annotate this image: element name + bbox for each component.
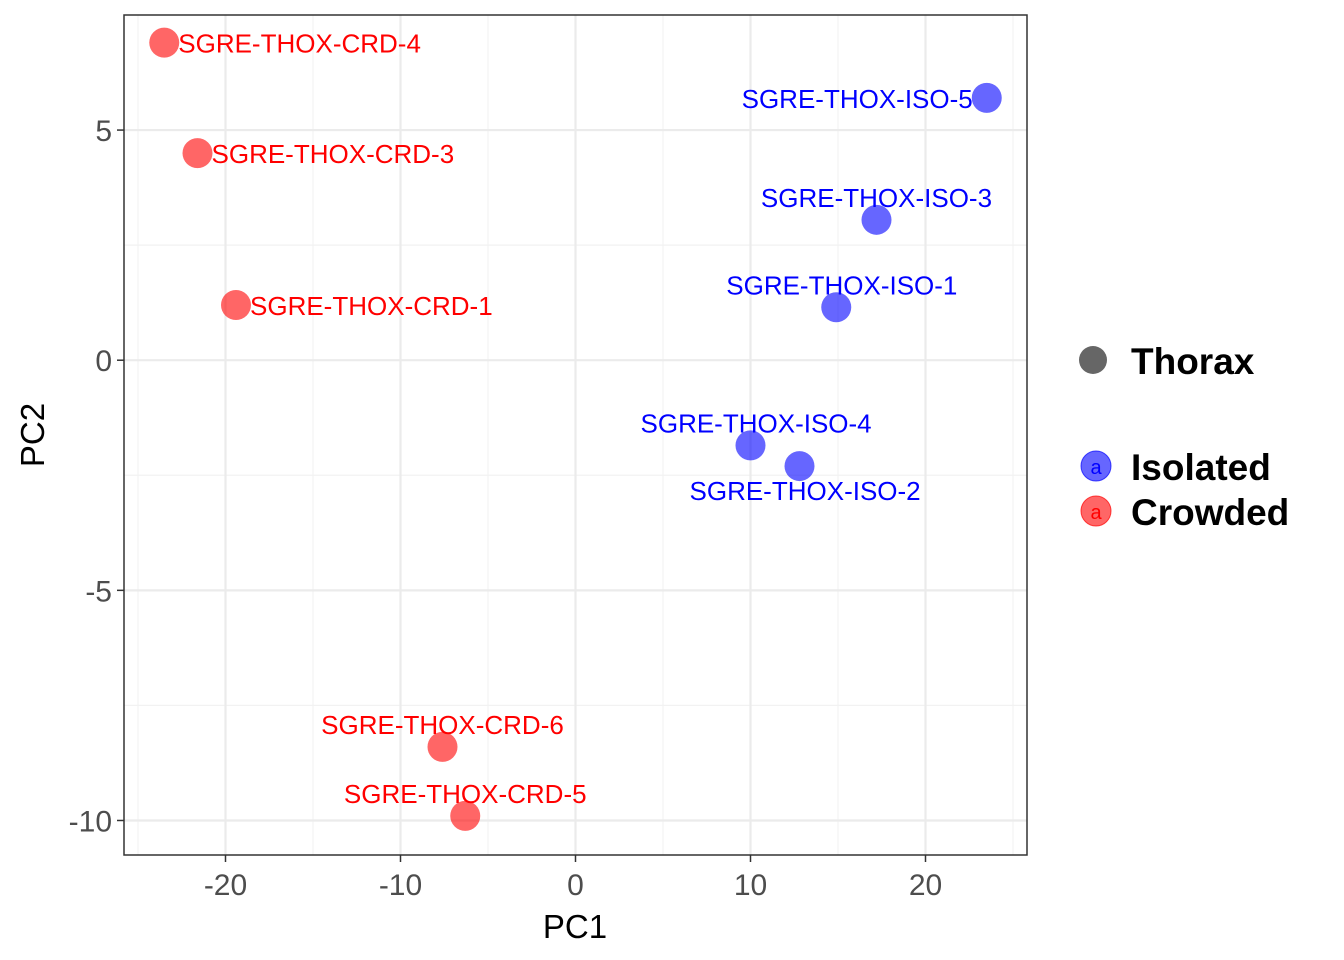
legend-label-crowded: Crowded (1131, 492, 1289, 533)
data-point-sgre-thox-crd-4 (149, 27, 180, 58)
x-tick-label: -10 (379, 869, 422, 902)
point-label-sgre-thox-iso-2: SGRE-THOX-ISO-2 (690, 476, 921, 506)
point-label-sgre-thox-iso-5: SGRE-THOX-ISO-5 (742, 84, 973, 114)
data-point-sgre-thox-crd-1 (221, 289, 251, 320)
point-label-sgre-thox-crd-3: SGRE-THOX-CRD-3 (212, 139, 455, 169)
y-tick-label: 0 (95, 345, 112, 378)
legend-shape-title: Thorax (1131, 341, 1255, 382)
point-label-sgre-thox-iso-1: SGRE-THOX-ISO-1 (726, 270, 957, 300)
legend-key-glyph: a (1090, 457, 1102, 479)
point-label-sgre-thox-iso-4: SGRE-THOX-ISO-4 (641, 408, 872, 438)
data-point-sgre-thox-iso-2 (784, 451, 815, 482)
point-label-sgre-thox-iso-3: SGRE-THOX-ISO-3 (761, 183, 992, 213)
x-axis-title: PC1 (543, 908, 607, 945)
legend-group-entries: a Isolated a Crowded (1080, 447, 1289, 533)
legend: Thorax a Isolated a Crowded (1079, 341, 1289, 533)
x-tick-label: 10 (734, 869, 767, 902)
y-tick-label: 5 (95, 115, 112, 148)
legend-key-glyph: a (1090, 502, 1102, 524)
point-labels: SGRE-THOX-CRD-4 SGRE-THOX-CRD-3 SGRE-THOX-… (178, 29, 992, 809)
grid-lines (124, 15, 1027, 855)
x-tick-label: -20 (204, 869, 247, 902)
point-label-sgre-thox-crd-1: SGRE-THOX-CRD-1 (250, 291, 493, 321)
legend-key-crowded (1080, 495, 1112, 527)
y-tick-label: -5 (85, 575, 112, 608)
axis-ticks: -20 -10 0 10 20 -10 -5 0 5 (69, 115, 943, 902)
y-tick-label: -10 (69, 805, 112, 838)
data-point-sgre-thox-crd-5 (450, 800, 481, 831)
legend-shape-key (1079, 346, 1107, 374)
legend-key-isolated (1080, 450, 1112, 482)
x-tick-label: 20 (909, 869, 942, 902)
data-point-sgre-thox-crd-6 (427, 731, 458, 762)
x-tick-label: 0 (567, 869, 584, 902)
point-label-sgre-thox-crd-6: SGRE-THOX-CRD-6 (321, 710, 564, 740)
legend-label-isolated: Isolated (1131, 447, 1271, 488)
data-points (149, 27, 1002, 831)
point-label-sgre-thox-crd-5: SGRE-THOX-CRD-5 (344, 779, 587, 809)
data-point-sgre-thox-iso-1 (821, 292, 852, 323)
y-axis-title: PC2 (14, 403, 51, 467)
point-label-sgre-thox-crd-4: SGRE-THOX-CRD-4 (178, 29, 421, 59)
data-point-sgre-thox-iso-5 (971, 82, 1002, 113)
data-point-sgre-thox-iso-3 (861, 204, 892, 235)
data-point-sgre-thox-crd-3 (182, 138, 213, 169)
data-point-sgre-thox-iso-4 (735, 430, 766, 461)
